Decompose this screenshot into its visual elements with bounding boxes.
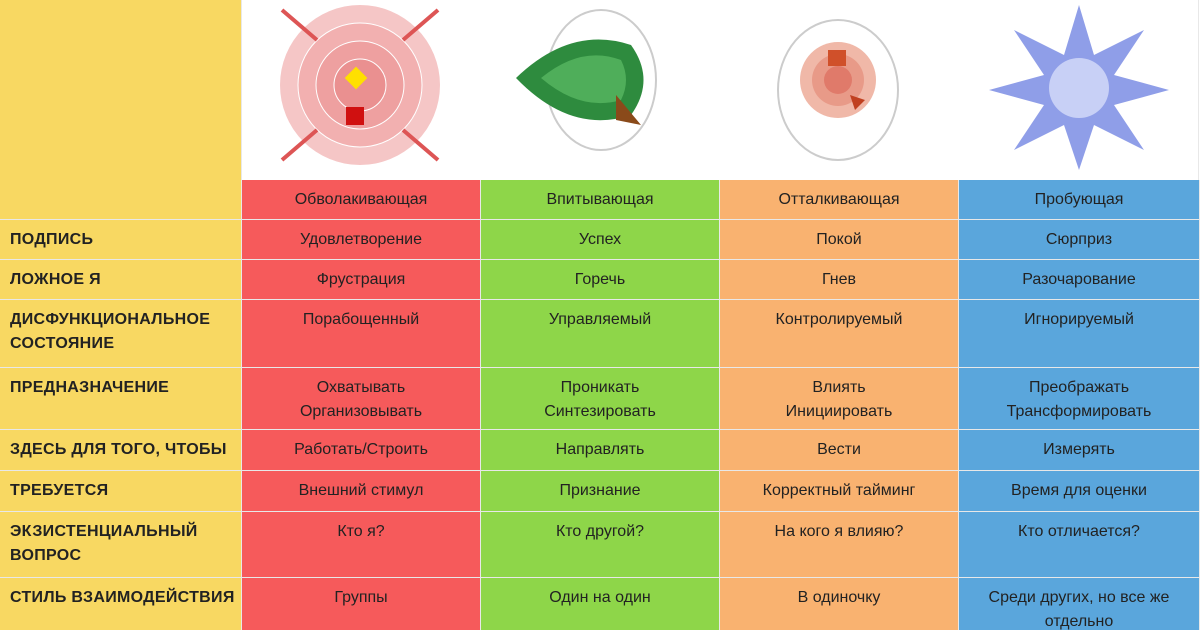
table-cell: Работать/Строить: [242, 430, 481, 471]
table-cell: Измерять: [959, 430, 1200, 471]
table-cell: Разочарование: [959, 260, 1200, 300]
table-cell: Успех: [481, 220, 720, 260]
table-cell: Влиять Инициировать: [720, 368, 959, 430]
row-label: ТРЕБУЕТСЯ: [0, 471, 242, 512]
table-cell: Контролируемый: [720, 300, 959, 368]
table-cell: Порабощенный: [242, 300, 481, 368]
table-cell: Корректный тайминг: [720, 471, 959, 512]
table-cell: Признание: [481, 471, 720, 512]
table-cell: Группы: [242, 578, 481, 630]
row-label: ЛОЖНОЕ Я: [0, 260, 242, 300]
type-illustration: [481, 0, 721, 180]
table-cell: Покой: [720, 220, 959, 260]
table-cell: Один на один: [481, 578, 720, 630]
row-label: СТИЛЬ ВЗАИМОДЕЙСТВИЯ: [0, 578, 242, 630]
type-illustration: [959, 0, 1199, 180]
row-label: ЗДЕСЬ ДЛЯ ТОГО, ЧТОБЫ: [0, 430, 242, 471]
row-label: ДИСФУНКЦИОНАЛЬНОЕ СОСТОЯНИЕ: [0, 300, 242, 368]
type-header: Пробующая: [959, 180, 1200, 220]
row-label: ПОДПИСЬ: [0, 220, 242, 260]
corner-cell: [0, 0, 242, 220]
table-cell: Кто отличается?: [959, 512, 1200, 578]
table-cell: Кто другой?: [481, 512, 720, 578]
table-cell: Кто я?: [242, 512, 481, 578]
table-cell: Направлять: [481, 430, 720, 471]
type-illustration: [242, 0, 482, 180]
table-cell: Проникать Синтезировать: [481, 368, 720, 430]
type-illustration: [720, 0, 960, 180]
table-cell: Сюрприз: [959, 220, 1200, 260]
type-header: Обволакивающая: [242, 180, 481, 220]
table-cell: Гнев: [720, 260, 959, 300]
table-cell: Преображать Трансформировать: [959, 368, 1200, 430]
table-cell: В одиночку: [720, 578, 959, 630]
row-label: ПРЕДНАЗНАЧЕНИЕ: [0, 368, 242, 430]
table-cell: Управляемый: [481, 300, 720, 368]
table-cell: Внешний стимул: [242, 471, 481, 512]
type-header: Отталкивающая: [720, 180, 959, 220]
type-header: Впитывающая: [481, 180, 720, 220]
table-cell: Вести: [720, 430, 959, 471]
table-cell: Фрустрация: [242, 260, 481, 300]
table-cell: Среди других, но все же отдельно: [959, 578, 1200, 630]
table-cell: Удовлетворение: [242, 220, 481, 260]
table-cell: Время для оценки: [959, 471, 1200, 512]
table-cell: Игнорируемый: [959, 300, 1200, 368]
table-cell: На кого я влияю?: [720, 512, 959, 578]
table-cell: Горечь: [481, 260, 720, 300]
table-cell: Охватывать Организовывать: [242, 368, 481, 430]
row-label: ЭКЗИСТЕНЦИАЛЬНЫЙ ВОПРОС: [0, 512, 242, 578]
